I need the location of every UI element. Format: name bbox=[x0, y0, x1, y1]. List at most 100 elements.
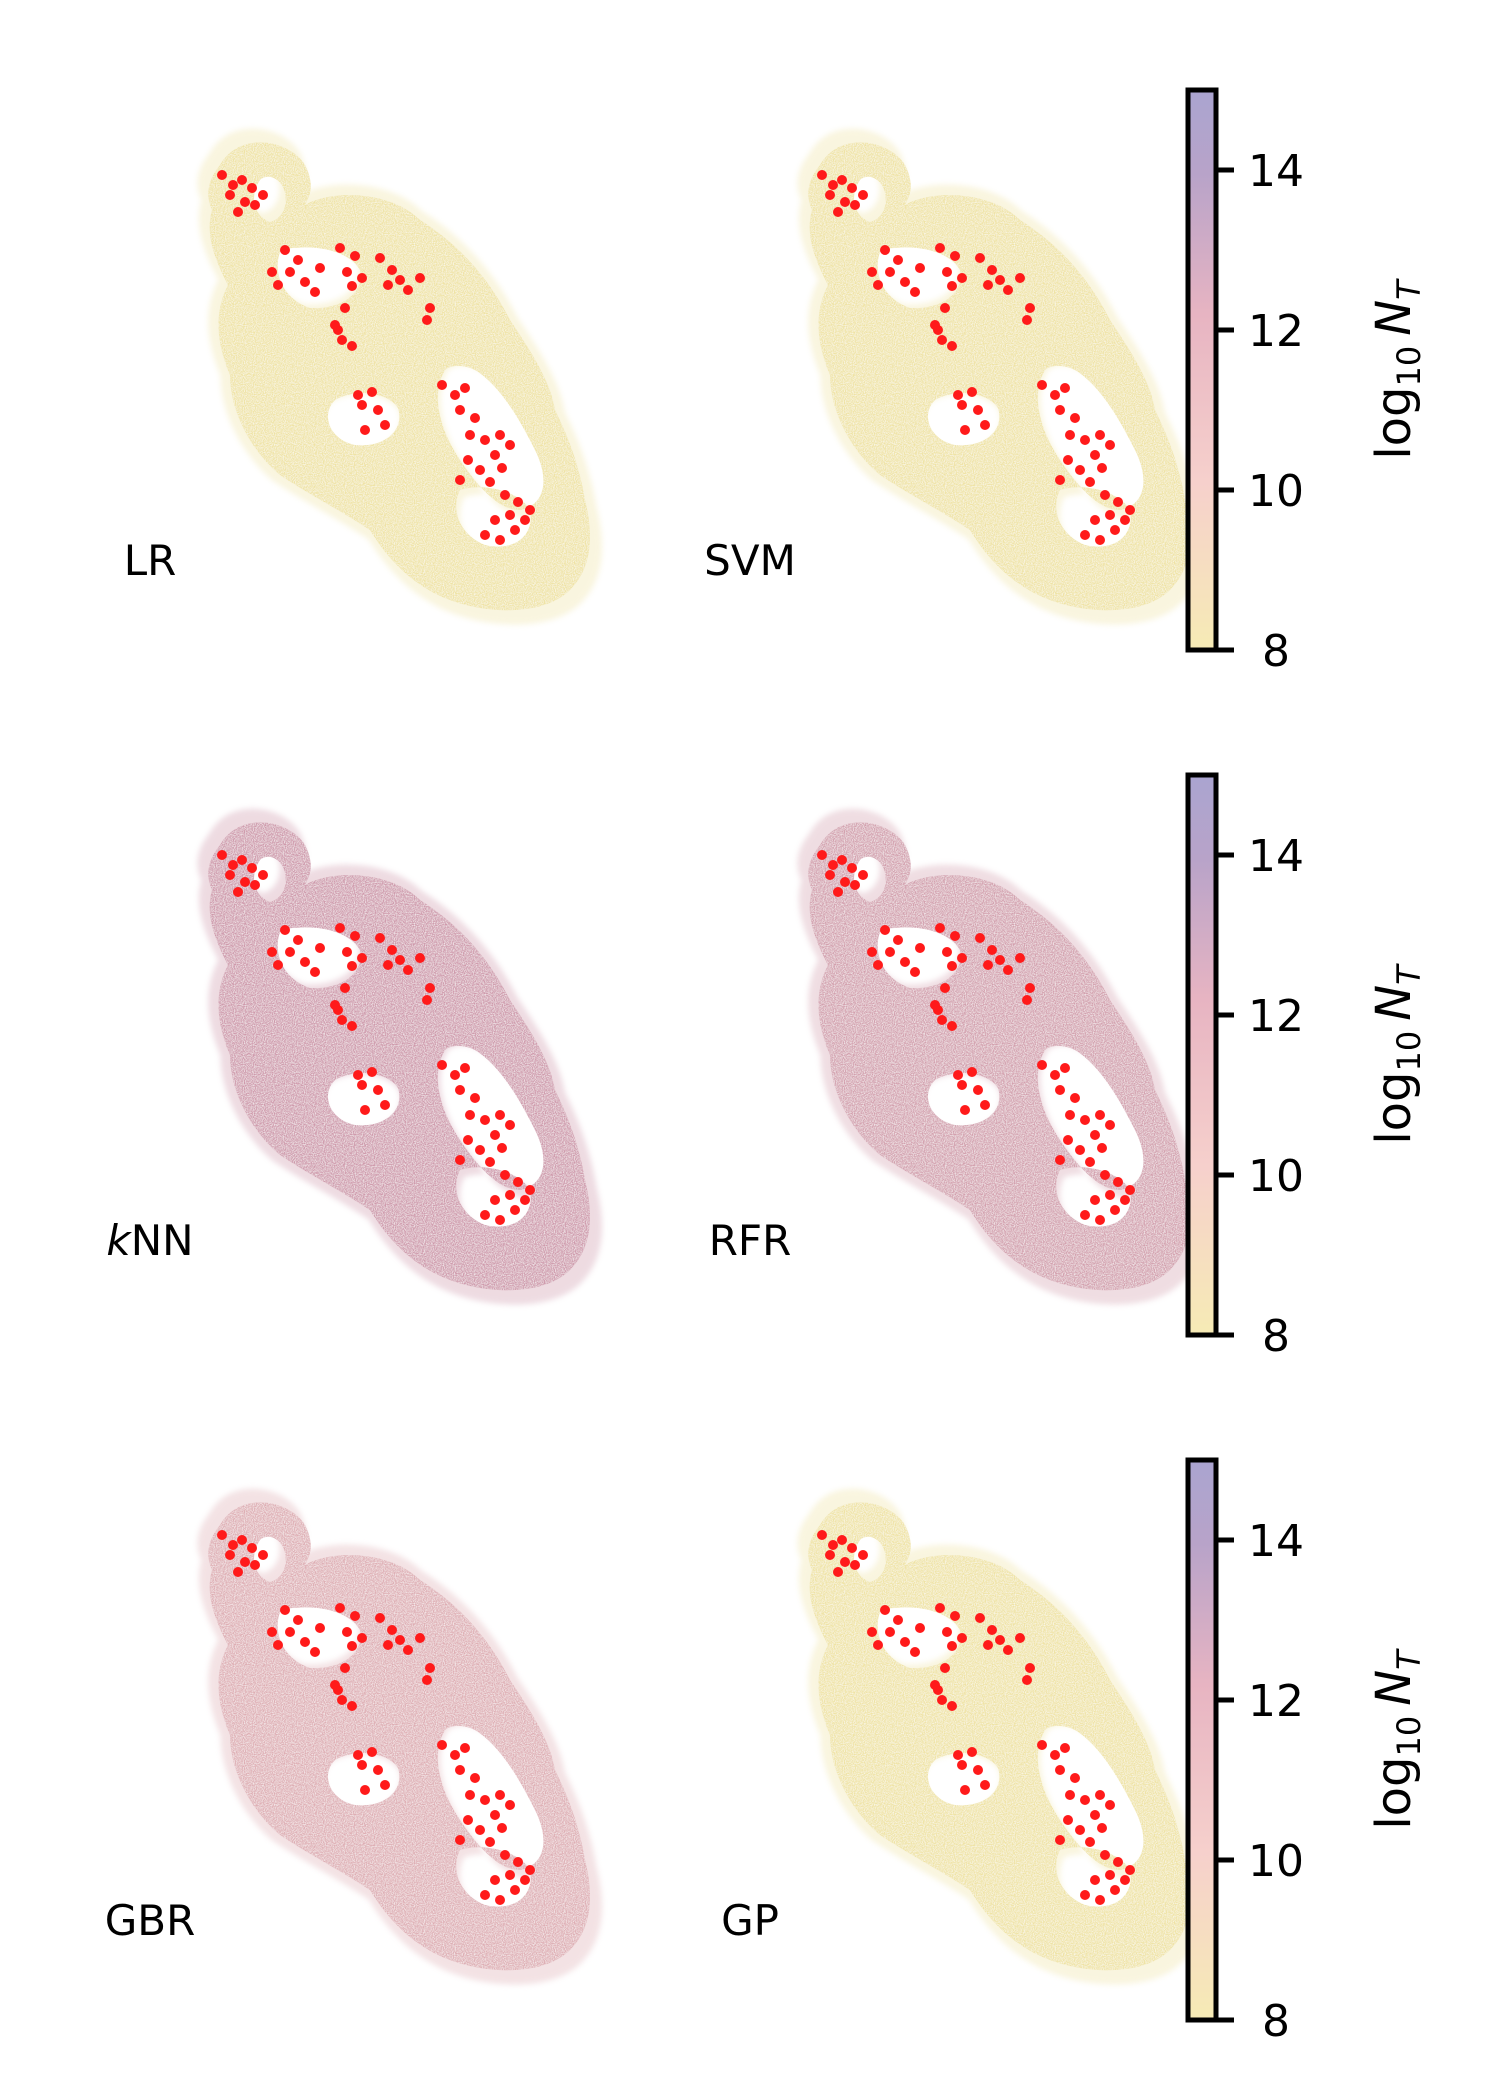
training-point bbox=[490, 450, 500, 460]
training-point bbox=[480, 1795, 490, 1805]
training-point bbox=[950, 251, 960, 261]
training-point bbox=[893, 935, 903, 945]
training-point bbox=[383, 1640, 393, 1650]
training-point bbox=[1055, 1765, 1065, 1775]
training-point bbox=[957, 1080, 967, 1090]
training-point bbox=[353, 1070, 363, 1080]
training-point bbox=[1065, 1110, 1075, 1120]
training-point bbox=[455, 1155, 465, 1165]
training-point bbox=[1120, 515, 1130, 525]
training-point bbox=[340, 1663, 350, 1673]
training-point bbox=[1050, 1070, 1060, 1080]
training-point bbox=[258, 190, 268, 200]
training-point bbox=[330, 320, 340, 330]
training-point bbox=[357, 1080, 367, 1090]
training-point bbox=[510, 1885, 520, 1895]
training-point bbox=[957, 953, 967, 963]
training-point bbox=[475, 1825, 485, 1835]
training-point bbox=[425, 1663, 435, 1673]
training-point bbox=[983, 1640, 993, 1650]
training-point bbox=[285, 947, 295, 957]
panel-rfr: RFR bbox=[709, 808, 1202, 1305]
training-point bbox=[360, 425, 370, 435]
training-point bbox=[485, 477, 495, 487]
training-point bbox=[947, 281, 957, 291]
training-point bbox=[497, 463, 507, 473]
colorbar-title-var-sub: T bbox=[1390, 963, 1428, 985]
training-point bbox=[250, 200, 260, 210]
training-point bbox=[1025, 1663, 1035, 1673]
training-point bbox=[858, 1550, 868, 1560]
training-point bbox=[505, 1800, 515, 1810]
training-point bbox=[228, 860, 238, 870]
training-point bbox=[450, 390, 460, 400]
training-point bbox=[960, 1785, 970, 1795]
training-point bbox=[833, 1567, 843, 1577]
training-point bbox=[380, 420, 390, 430]
training-point bbox=[1063, 1135, 1073, 1145]
training-point bbox=[280, 1605, 290, 1615]
training-point bbox=[915, 943, 925, 953]
training-point bbox=[1110, 1885, 1120, 1895]
training-point bbox=[1060, 1743, 1070, 1753]
training-point bbox=[330, 1000, 340, 1010]
training-point bbox=[1090, 515, 1100, 525]
training-point bbox=[975, 253, 985, 263]
training-point bbox=[1105, 1870, 1115, 1880]
training-point bbox=[485, 1837, 495, 1847]
training-point bbox=[497, 1823, 507, 1833]
training-point bbox=[900, 957, 910, 967]
training-point bbox=[942, 267, 952, 277]
training-point bbox=[1075, 1145, 1085, 1155]
training-point bbox=[233, 1567, 243, 1577]
training-point bbox=[1095, 1790, 1105, 1800]
training-point bbox=[495, 1790, 505, 1800]
training-point bbox=[505, 510, 515, 520]
training-point bbox=[495, 430, 505, 440]
training-point bbox=[350, 931, 360, 941]
training-point bbox=[395, 1635, 405, 1645]
training-point bbox=[1105, 1120, 1115, 1130]
training-point bbox=[347, 281, 357, 291]
training-point bbox=[1120, 1195, 1130, 1205]
training-point bbox=[228, 1540, 238, 1550]
training-point bbox=[240, 877, 250, 887]
training-point bbox=[425, 983, 435, 993]
training-point bbox=[1120, 1875, 1130, 1885]
training-point bbox=[1110, 1205, 1120, 1215]
training-point bbox=[953, 390, 963, 400]
training-point bbox=[1090, 1195, 1100, 1205]
training-point bbox=[525, 505, 535, 515]
panel-label-italic: k bbox=[106, 1216, 132, 1265]
training-point bbox=[510, 1205, 520, 1215]
training-point bbox=[828, 860, 838, 870]
training-point bbox=[850, 1560, 860, 1570]
training-point bbox=[1085, 477, 1095, 487]
training-point bbox=[233, 207, 243, 217]
training-point bbox=[1090, 1875, 1100, 1885]
training-point bbox=[273, 960, 283, 970]
colorbar-title-var: N bbox=[1366, 1670, 1422, 1706]
training-point bbox=[910, 1647, 920, 1657]
training-point bbox=[415, 1633, 425, 1643]
training-point bbox=[980, 420, 990, 430]
panel-gbr: GBR bbox=[105, 1488, 602, 1985]
training-point bbox=[947, 1021, 957, 1031]
training-point bbox=[1075, 1825, 1085, 1835]
training-point bbox=[957, 1633, 967, 1643]
colorbar-title-sub: 10 bbox=[1390, 1031, 1428, 1072]
training-point bbox=[1037, 380, 1047, 390]
training-point bbox=[387, 1625, 397, 1635]
training-point bbox=[893, 1615, 903, 1625]
training-point bbox=[465, 430, 475, 440]
training-point bbox=[837, 1535, 847, 1545]
training-point bbox=[1050, 390, 1060, 400]
training-point bbox=[480, 435, 490, 445]
training-point bbox=[285, 267, 295, 277]
training-point bbox=[983, 960, 993, 970]
training-point bbox=[1080, 435, 1090, 445]
training-point bbox=[293, 935, 303, 945]
training-point bbox=[953, 1750, 963, 1760]
training-point bbox=[1015, 273, 1025, 283]
